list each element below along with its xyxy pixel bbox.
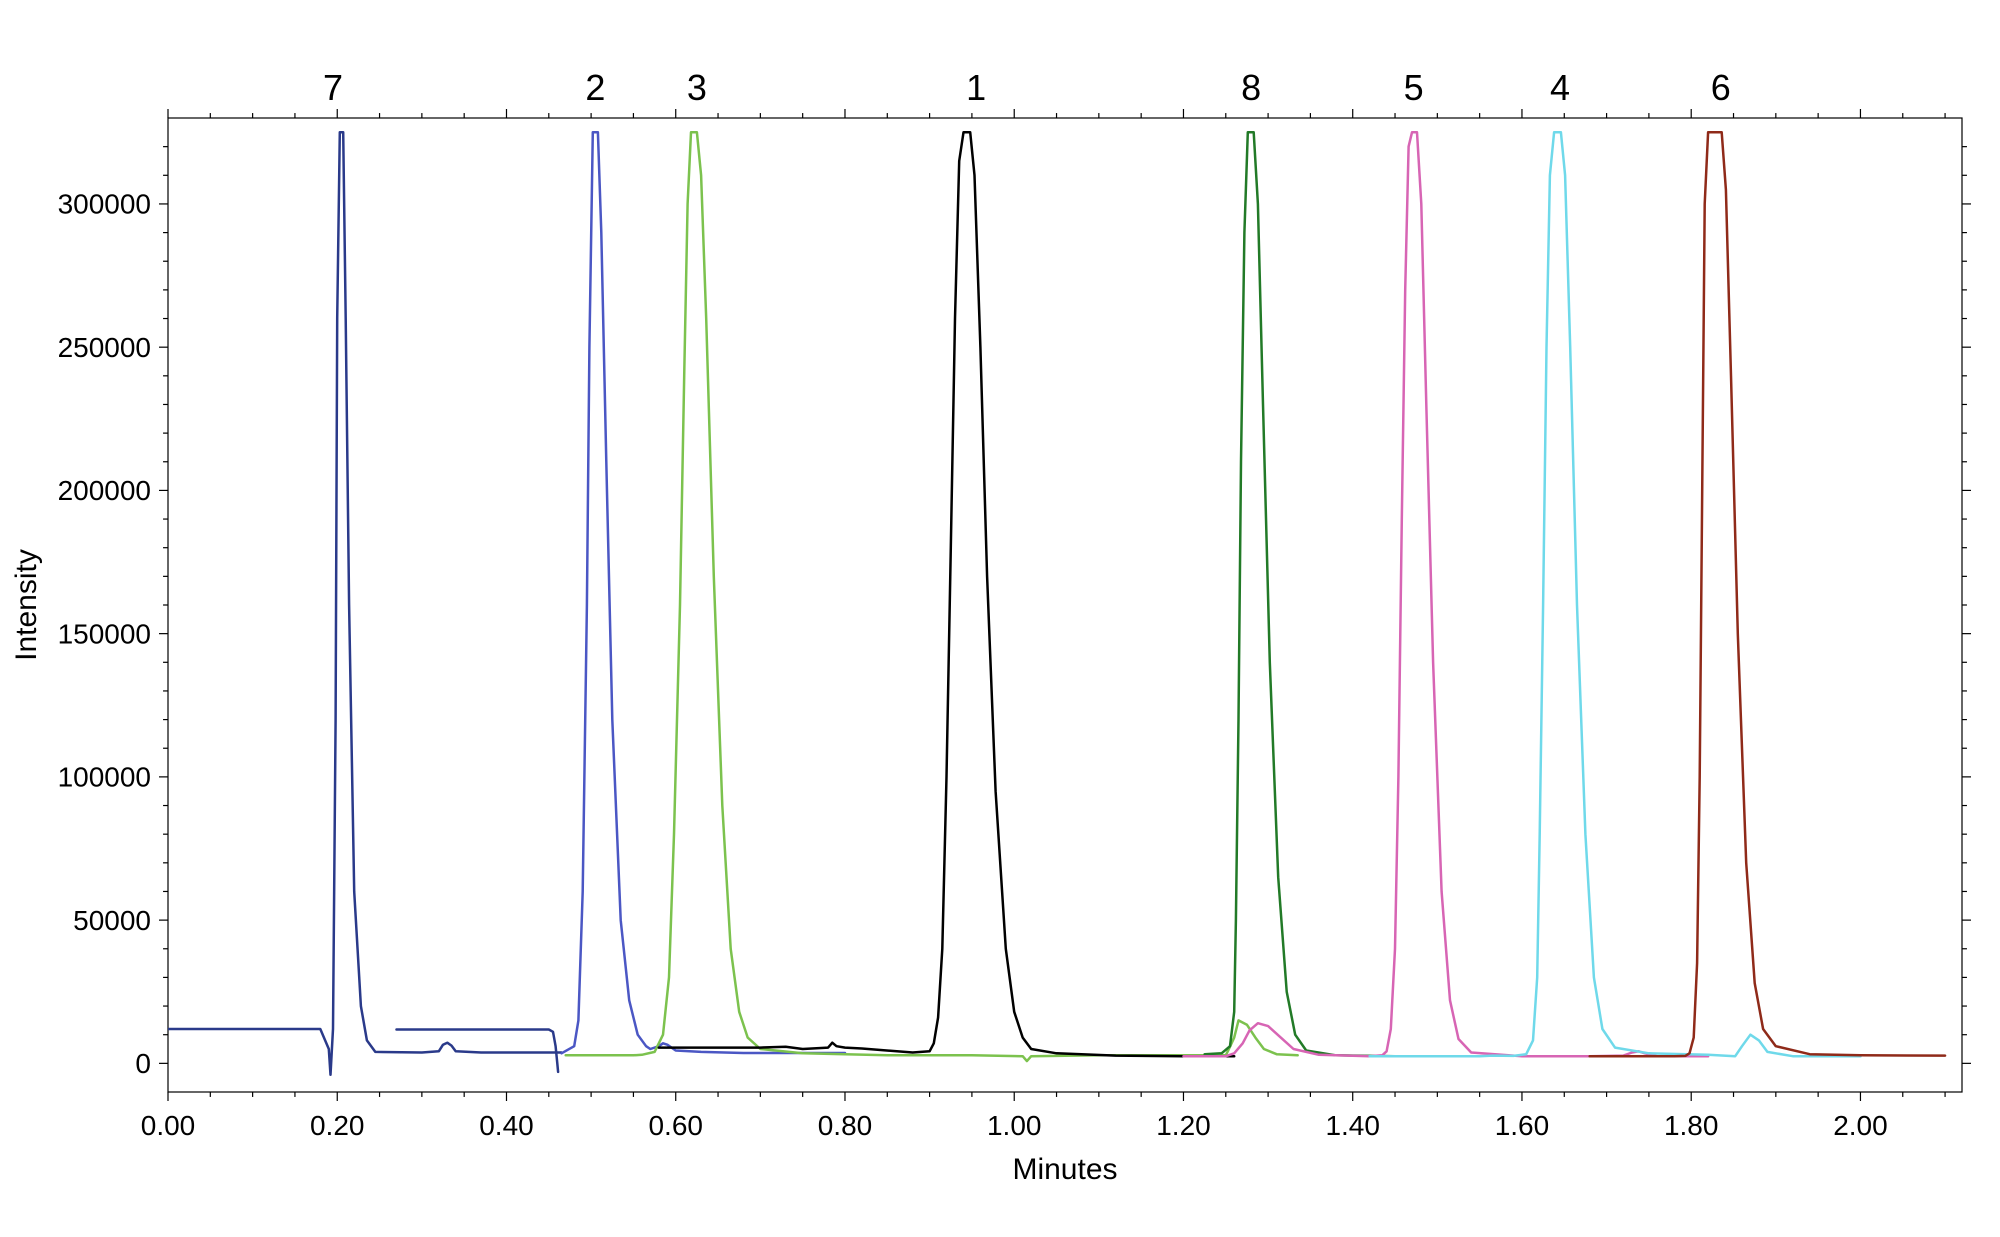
y-tick-label: 0 <box>135 1048 151 1079</box>
x-tick-label: 1.60 <box>1495 1110 1550 1141</box>
peak-label-navy: 7 <box>323 67 343 108</box>
peak-label-blue: 2 <box>585 67 605 108</box>
chromatogram-chart: 0.00 0.20 0.40 0.60 0.80 1.00 1.20 1.40 1.60 1.80… <box>0 0 2000 1237</box>
chart-svg: 0.00 0.20 0.40 0.60 0.80 1.00 1.20 1.40 1.60 1.80… <box>0 0 2000 1237</box>
peak-label-black: 1 <box>966 67 986 108</box>
x-tick-label: 1.80 <box>1664 1110 1719 1141</box>
y-tick-label: 150000 <box>58 618 151 649</box>
x-tick-label: 1.20 <box>1156 1110 1211 1141</box>
peak-label-green-light: 3 <box>687 67 707 108</box>
y-tick-label: 300000 <box>58 189 151 220</box>
x-tick-label: 0.20 <box>310 1110 365 1141</box>
y-tick-label: 50000 <box>73 905 151 936</box>
x-tick-label: 0.40 <box>479 1110 534 1141</box>
x-tick-label: 0.60 <box>648 1110 703 1141</box>
x-tick-label: 1.40 <box>1325 1110 1380 1141</box>
peak-label-green-dark: 8 <box>1241 67 1261 108</box>
y-tick-label: 100000 <box>58 762 151 793</box>
y-tick-label: 200000 <box>58 475 151 506</box>
peak-label-maroon: 6 <box>1711 67 1731 108</box>
x-tick-label: 0.80 <box>818 1110 873 1141</box>
x-tick-label: 0.00 <box>141 1110 196 1141</box>
x-tick-label: 1.00 <box>987 1110 1042 1141</box>
peak-label-cyan: 4 <box>1550 67 1570 108</box>
x-tick-label: 2.00 <box>1833 1110 1888 1141</box>
y-axis-label: Intensity <box>10 549 43 661</box>
y-tick-label: 250000 <box>58 332 151 363</box>
x-axis-label: Minutes <box>1012 1153 1117 1186</box>
peak-label-magenta: 5 <box>1404 67 1424 108</box>
